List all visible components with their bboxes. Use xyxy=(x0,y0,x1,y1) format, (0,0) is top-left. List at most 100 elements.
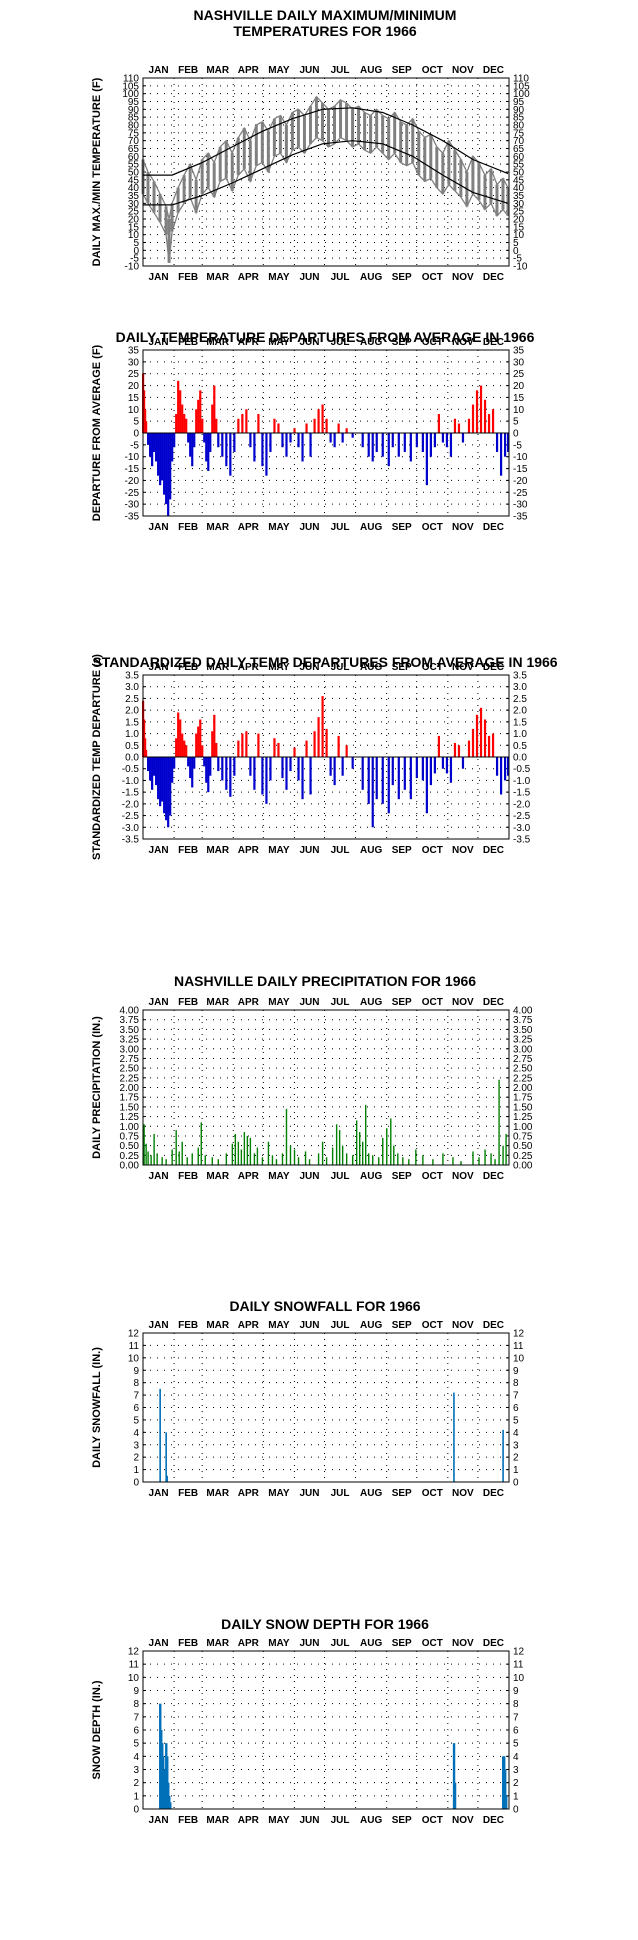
precip-bar xyxy=(234,1134,237,1165)
month-label-bottom: NOV xyxy=(452,1171,474,1182)
precip-bar xyxy=(200,1122,202,1165)
month-label-bottom: FEB xyxy=(178,1171,198,1182)
month-label-bottom: JAN xyxy=(149,272,169,283)
y-tick-right: 55 xyxy=(513,160,525,171)
y-tick-left: 75 xyxy=(128,128,140,139)
departure-bar xyxy=(415,757,418,779)
departure-bar xyxy=(329,757,332,776)
y-tick-right: 2 xyxy=(513,1778,519,1789)
month-label-bottom: SEP xyxy=(392,522,412,533)
month-label-top: DEC xyxy=(483,662,504,673)
month-label-bottom: FEB xyxy=(178,1488,198,1499)
month-label-top: DEC xyxy=(483,65,504,76)
departure-bar xyxy=(503,433,507,457)
departure-bar xyxy=(437,414,441,433)
y-tick-right: 65 xyxy=(513,144,525,155)
departure-bar xyxy=(375,757,378,800)
precip-bar xyxy=(225,1153,228,1165)
departure-bar xyxy=(289,433,292,443)
month-label-bottom: SEP xyxy=(392,845,412,856)
month-label-bottom: JAN xyxy=(149,1171,169,1182)
y-tick-right: 0.75 xyxy=(513,1131,533,1142)
departure-bar xyxy=(471,404,475,433)
departure-bar xyxy=(499,757,503,795)
month-label-top: JUN xyxy=(299,1320,319,1331)
departure-bar xyxy=(221,433,224,457)
departure-bar xyxy=(229,757,232,797)
y-tick-left: 0.25 xyxy=(120,1151,140,1162)
month-label-top: AUG xyxy=(360,65,382,76)
precip-bar xyxy=(390,1118,392,1165)
departure-bar xyxy=(171,433,174,462)
departure-bar xyxy=(163,433,166,495)
y-tick-right: 1 xyxy=(513,1791,519,1802)
departure-bar xyxy=(415,433,418,448)
month-label-top: FEB xyxy=(178,997,198,1008)
month-label-top: AUG xyxy=(360,997,382,1008)
y-tick-right: 4 xyxy=(513,1428,519,1439)
snowdepth-bar xyxy=(503,1769,507,1809)
y-tick-right: 45 xyxy=(513,175,525,186)
y-tick-right: -2.5 xyxy=(513,811,531,822)
departure-bar xyxy=(265,757,268,804)
y-tick-right: 3.00 xyxy=(513,1044,533,1055)
y-tick-left: 15 xyxy=(128,393,140,404)
precip-bar xyxy=(472,1151,474,1165)
month-label-bottom: NOV xyxy=(452,272,474,283)
precip-bar xyxy=(253,1153,256,1165)
y-tick-right: 2 xyxy=(513,1453,519,1464)
departure-bar xyxy=(461,757,465,769)
departure-bar xyxy=(181,733,184,757)
month-label-bottom: JUL xyxy=(331,522,350,533)
chart-standardized: STANDARDIZED DAILY TEMP DEPARTURES FROM … xyxy=(0,647,638,966)
month-label-top: NOV xyxy=(452,1638,474,1649)
precip-bar xyxy=(267,1141,270,1165)
departure-bar xyxy=(381,757,384,804)
y-tick-left: 100 xyxy=(122,89,139,100)
y-tick-right: -0.5 xyxy=(513,764,531,775)
chart-title: NASHVILLE DAILY MAXIMUM/MINIMUM xyxy=(194,7,457,23)
month-label-top: APR xyxy=(238,1638,260,1649)
departure-bar xyxy=(333,757,336,786)
departure-bar xyxy=(189,433,192,457)
chart-snowdepth: DAILY SNOW DEPTH FOR 1966 JAN JAN FEB FEB MAR… xyxy=(0,1609,638,1940)
departure-bar xyxy=(367,433,370,457)
chart-title: DAILY SNOWFALL FOR 1966 xyxy=(229,1298,420,1314)
departure-bar xyxy=(175,414,178,433)
departures-svg: DAILY TEMPERATURE DEPARTURES FROM AVERAG… xyxy=(91,329,535,533)
y-tick-left: -5 xyxy=(130,440,139,451)
y-tick-right: 2.5 xyxy=(513,694,527,705)
y-tick-left: 20 xyxy=(128,381,140,392)
month-label-top: MAY xyxy=(268,1638,290,1649)
y-tick-right: 110 xyxy=(513,74,529,85)
precip-bar xyxy=(289,1145,292,1165)
y-tick-left: -25 xyxy=(125,488,140,499)
departure-bar xyxy=(203,433,206,443)
y-tick-left: 1.50 xyxy=(120,1102,140,1113)
precip-bar xyxy=(365,1104,367,1165)
y-tick-left: -0.5 xyxy=(122,764,140,775)
y-tick-right: 10 xyxy=(513,230,525,241)
precip-bar xyxy=(490,1153,492,1165)
y-tick-right: 1.25 xyxy=(513,1112,533,1123)
y-tick-right: -35 xyxy=(513,512,528,523)
y-tick-left: 3.75 xyxy=(120,1015,140,1026)
y-tick-right: 10 xyxy=(513,405,525,416)
data-marks xyxy=(142,696,510,828)
y-tick-left: 7 xyxy=(133,1712,139,1723)
y-tick-right: 0.5 xyxy=(513,741,527,752)
y-tick-left: 4.00 xyxy=(120,1006,140,1017)
departure-bar xyxy=(433,757,436,774)
y-tick-right: 9 xyxy=(513,1366,519,1377)
departure-bar xyxy=(257,414,260,433)
y-tick-left: 105 xyxy=(122,81,139,92)
departure-bar xyxy=(361,757,364,790)
departure-bar xyxy=(467,740,471,757)
grid xyxy=(143,1010,509,1165)
y-tick-left: 0 xyxy=(133,1478,139,1489)
y-tick-left: 10 xyxy=(128,230,140,241)
departure-bar xyxy=(205,433,208,462)
y-tick-right: 8 xyxy=(513,1378,519,1389)
departure-bar xyxy=(151,433,154,467)
y-tick-right: 5 xyxy=(513,238,519,249)
